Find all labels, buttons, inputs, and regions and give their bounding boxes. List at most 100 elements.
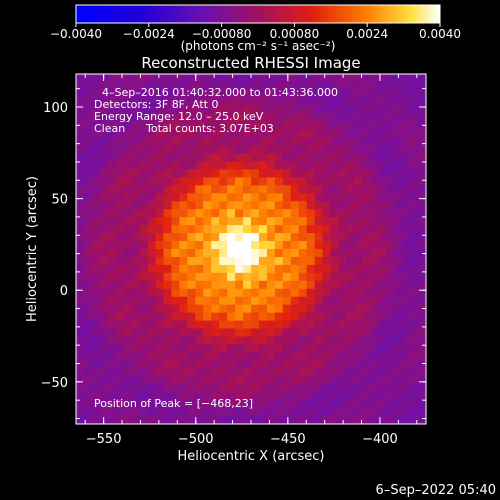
heatmap-cell xyxy=(322,368,332,377)
heatmap-cell xyxy=(227,209,236,218)
heatmap-cell xyxy=(243,312,252,322)
heatmap-cell xyxy=(402,74,411,83)
heatmap-cell xyxy=(314,161,324,170)
heatmap-cell xyxy=(258,185,268,194)
heatmap-cell xyxy=(76,121,85,131)
heatmap-cell xyxy=(203,137,212,147)
heatmap-cell xyxy=(76,113,85,123)
heatmap-cell xyxy=(298,225,308,234)
heatmap-cell xyxy=(386,360,395,369)
heatmap-cell xyxy=(298,408,308,417)
heatmap-cell xyxy=(330,105,339,115)
heatmap-cell xyxy=(211,137,220,147)
heatmap-cell xyxy=(330,360,339,369)
heatmap-cell xyxy=(274,137,284,147)
heatmap-cell xyxy=(346,320,355,330)
heatmap-cell xyxy=(179,320,188,330)
heatmap-cell xyxy=(139,113,149,123)
heatmap-cell xyxy=(362,113,371,123)
heatmap-cell xyxy=(131,392,141,401)
heatmap-cell xyxy=(211,368,220,377)
heatmap-cell xyxy=(147,113,157,123)
heatmap-cell xyxy=(219,177,228,186)
heatmap-cell xyxy=(306,121,316,131)
heatmap-cell xyxy=(147,217,157,226)
heatmap-cell xyxy=(362,272,371,282)
heatmap-cell xyxy=(243,296,252,306)
heatmap-cell xyxy=(147,129,157,139)
heatmap-cell xyxy=(314,296,324,306)
heatmap-cell xyxy=(76,320,85,330)
heatmap-cell xyxy=(362,376,371,385)
heatmap-cell xyxy=(306,280,316,290)
heatmap-cell xyxy=(362,97,371,107)
heatmap-cell xyxy=(322,280,332,290)
heatmap-cell xyxy=(99,312,109,322)
heatmap-cell xyxy=(354,97,363,107)
heatmap-cell xyxy=(282,352,292,361)
heatmap-cell xyxy=(115,177,125,186)
heatmap-cell xyxy=(370,360,379,369)
heatmap-cell xyxy=(171,392,180,401)
heatmap-cell xyxy=(258,256,268,266)
y-tick-label: 0 xyxy=(60,284,68,299)
annotation-time-range: 4–Sep–2016 01:40:32.000 to 01:43:36.000 xyxy=(102,86,338,99)
heatmap-cell xyxy=(266,89,276,99)
heatmap-cell xyxy=(258,193,268,202)
heatmap-cell xyxy=(338,312,347,322)
heatmap-cell xyxy=(203,264,212,274)
heatmap-cell xyxy=(282,225,292,234)
heatmap-cell xyxy=(274,304,284,314)
heatmap-cell xyxy=(195,280,204,290)
heatmap-cell xyxy=(298,272,308,282)
heatmap-cell xyxy=(99,264,109,274)
heatmap-cell xyxy=(338,384,347,393)
heatmap-cell xyxy=(410,241,419,250)
heatmap-cell xyxy=(266,296,276,306)
heatmap-cell xyxy=(402,185,411,194)
heatmap-cell xyxy=(243,201,252,210)
heatmap-cell xyxy=(402,280,411,290)
heatmap-cell xyxy=(378,328,387,337)
heatmap-cell xyxy=(306,320,316,330)
heatmap-cell xyxy=(394,105,403,115)
heatmap-cell xyxy=(155,121,164,131)
heatmap-cell xyxy=(171,328,180,337)
heatmap-cell xyxy=(378,193,387,202)
heatmap-cell xyxy=(370,328,379,337)
heatmap-cell xyxy=(243,352,252,361)
heatmap-cell xyxy=(386,74,395,83)
heatmap-cell xyxy=(410,193,419,202)
heatmap-cell xyxy=(195,113,204,123)
heatmap-cell xyxy=(163,89,172,99)
heatmap-cell xyxy=(378,241,387,250)
heatmap-cell xyxy=(219,272,228,282)
heatmap-cell xyxy=(243,233,252,242)
heatmap-cell xyxy=(386,392,395,401)
heatmap-cell xyxy=(282,89,292,99)
heatmap-cell xyxy=(370,296,379,306)
heatmap-cell xyxy=(290,233,300,242)
heatmap-cell xyxy=(187,408,196,417)
heatmap-cell xyxy=(386,161,395,170)
heatmap-cell xyxy=(274,201,284,210)
heatmap-cell xyxy=(83,74,93,83)
heatmap-cell xyxy=(330,129,339,139)
heatmap-cell xyxy=(386,288,395,298)
heatmap-cell xyxy=(227,153,236,162)
heatmap-cell xyxy=(418,169,426,178)
heatmap-cell xyxy=(219,185,228,194)
heatmap-cell xyxy=(290,352,300,361)
heatmap-cell xyxy=(402,344,411,353)
heatmap-cell xyxy=(346,225,355,234)
heatmap-cell xyxy=(306,161,316,170)
heatmap-cell xyxy=(362,400,371,409)
heatmap-cell xyxy=(290,145,300,155)
heatmap-cell xyxy=(203,225,212,234)
heatmap-cell xyxy=(346,81,355,91)
heatmap-cell xyxy=(354,89,363,99)
heatmap-cell xyxy=(147,193,157,202)
heatmap-cell xyxy=(155,400,164,409)
heatmap-cell xyxy=(322,129,332,139)
heatmap-cell xyxy=(402,113,411,123)
